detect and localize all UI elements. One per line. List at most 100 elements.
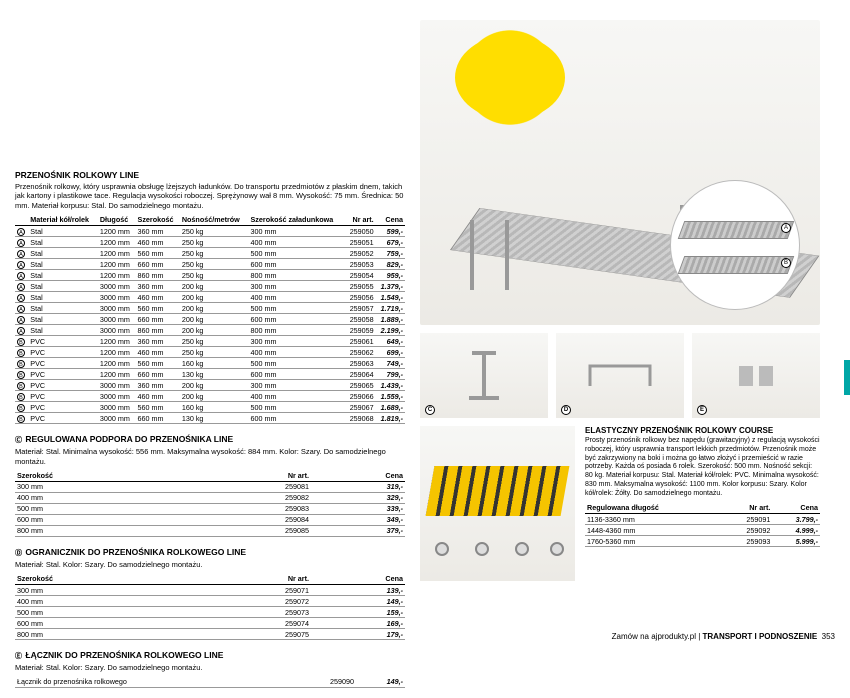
table-cell: 600 mm (249, 259, 345, 270)
table-cell: PVC (28, 369, 98, 380)
table-cell: Stal (28, 259, 98, 270)
table-cell: 500 mm (249, 358, 345, 369)
table-cell: 860 mm (136, 270, 180, 281)
table-cell: 200 kg (180, 314, 249, 325)
table-cell: 259075 (189, 629, 311, 640)
table-cell: PVC (28, 347, 98, 358)
table-cell: 1200 mm (98, 358, 136, 369)
table-cell: 749,- (376, 358, 405, 369)
table-cell: 1200 mm (98, 336, 136, 347)
table-cell: B (15, 358, 28, 369)
stand-icon (464, 346, 504, 406)
table-row: 300 mm259081319,- (15, 481, 405, 492)
table-cell: 560 mm (136, 358, 180, 369)
burst-od: Od (502, 57, 519, 71)
table-cell: 360 mm (136, 336, 180, 347)
table-cell: 349,- (311, 514, 405, 525)
table-cell: 360 mm (136, 226, 180, 237)
table-cell: 379,- (311, 525, 405, 536)
col-header: Regulowana długość (585, 502, 722, 514)
table-cell: 1200 mm (98, 369, 136, 380)
table-cell: A (15, 226, 28, 237)
table-cell: 200 kg (180, 325, 249, 336)
table-cell: 1200 mm (98, 237, 136, 248)
col-header: Szerokość (136, 214, 180, 226)
table-cell: 1760-5360 mm (585, 536, 722, 547)
table-cell: A (15, 303, 28, 314)
table-cell: B (15, 391, 28, 402)
table-cell: 3.799,- (772, 514, 820, 525)
table-cell: A (15, 248, 28, 259)
table-cell: 259059 (345, 325, 376, 336)
burst-price: 599,- (483, 71, 538, 99)
table-cell: Stal (28, 270, 98, 281)
table-cell: Stal (28, 226, 98, 237)
s1-desc: Przenośnik rolkowy, który usprawnia obsł… (15, 182, 405, 210)
table-cell: 200 kg (180, 303, 249, 314)
table-cell: 600 mm (249, 369, 345, 380)
col-header: Cena (311, 470, 405, 482)
table-cell: 1.719,- (376, 303, 405, 314)
s2-title: Ⓒ REGULOWANA PODPORA DO PRZENOŚNIKA LINE (15, 434, 405, 445)
table-cell: 250 kg (180, 270, 249, 281)
table-cell: 259073 (189, 607, 311, 618)
s4-desc: Materiał: Stal. Kolor: Szary. Do samodzi… (15, 663, 405, 672)
table-cell: 1448-4360 mm (585, 525, 722, 536)
table-cell: 259056 (345, 292, 376, 303)
table-cell: 400 mm (15, 596, 189, 607)
table-cell: Stal (28, 303, 98, 314)
table-cell: 300 mm (15, 481, 189, 492)
col-header: Cena (311, 573, 405, 585)
table-cell: A (15, 281, 28, 292)
table-cell: 160 kg (180, 358, 249, 369)
table-cell: 259057 (345, 303, 376, 314)
table-row: AStal1200 mm860 mm250 kg800 mm259054959,… (15, 270, 405, 281)
col-header: Nośność/metrów (180, 214, 249, 226)
s4-title: Ⓔ ŁĄCZNIK DO PRZENOŚNIKA ROLKOWEGO LINE (15, 650, 405, 661)
table-cell: 259082 (189, 492, 311, 503)
table-cell: B (15, 336, 28, 347)
table-cell: Stal (28, 248, 98, 259)
table-cell: 3000 mm (98, 413, 136, 424)
table-cell: 860 mm (136, 325, 180, 336)
table-cell: 1200 mm (98, 259, 136, 270)
table-cell: 500 mm (15, 607, 189, 618)
table-cell: 800 mm (249, 270, 345, 281)
s4-table: Łącznik do przenośnika rolkowego 259090 … (15, 677, 405, 688)
table-cell: 3000 mm (98, 292, 136, 303)
table-cell: 800 mm (15, 525, 189, 536)
flex-conveyor-image (420, 426, 575, 581)
table-cell: 139,- (311, 585, 405, 596)
table-cell: 259053 (345, 259, 376, 270)
col-header: Szerokość załadunkowa (249, 214, 345, 226)
table-row: AStal3000 mm460 mm200 kg400 mm2590561.54… (15, 292, 405, 303)
table-row: AStal1200 mm560 mm250 kg500 mm259052759,… (15, 248, 405, 259)
table-cell: 259083 (189, 503, 311, 514)
thumb-d: D (556, 333, 684, 418)
table-cell: Stal (28, 237, 98, 248)
table-cell: 1136-3360 mm (585, 514, 722, 525)
table-cell: 3000 mm (98, 303, 136, 314)
table-cell: 300 mm (249, 336, 345, 347)
table-cell: 300 mm (249, 226, 345, 237)
s4-price: 149,- (356, 677, 405, 688)
table-row: 600 mm259074169,- (15, 618, 405, 629)
table-cell: 259065 (345, 380, 376, 391)
table-cell: 1200 mm (98, 270, 136, 281)
table-cell: 200 kg (180, 281, 249, 292)
table-cell: A (15, 292, 28, 303)
table-cell: 660 mm (136, 259, 180, 270)
s3-title: Ⓓ OGRANICZNIK DO PRZENOŚNIKA ROLKOWEGO L… (15, 547, 405, 558)
table-cell: PVC (28, 402, 98, 413)
table-row: BPVC1200 mm360 mm250 kg300 mm259061649,- (15, 336, 405, 347)
col-header: Nr art. (722, 502, 772, 514)
s5-desc: Prosty przenośnik rolkowy bez napędu (gr… (585, 437, 820, 498)
table-cell: 259051 (345, 237, 376, 248)
s1-title: PRZENOŚNIK ROLKOWY LINE (15, 170, 405, 180)
table-cell: 169,- (311, 618, 405, 629)
col-header (15, 214, 28, 226)
table-cell: 259081 (189, 481, 311, 492)
table-cell: 259052 (345, 248, 376, 259)
table-cell: 1.689,- (376, 402, 405, 413)
col-header: Cena (376, 214, 405, 226)
